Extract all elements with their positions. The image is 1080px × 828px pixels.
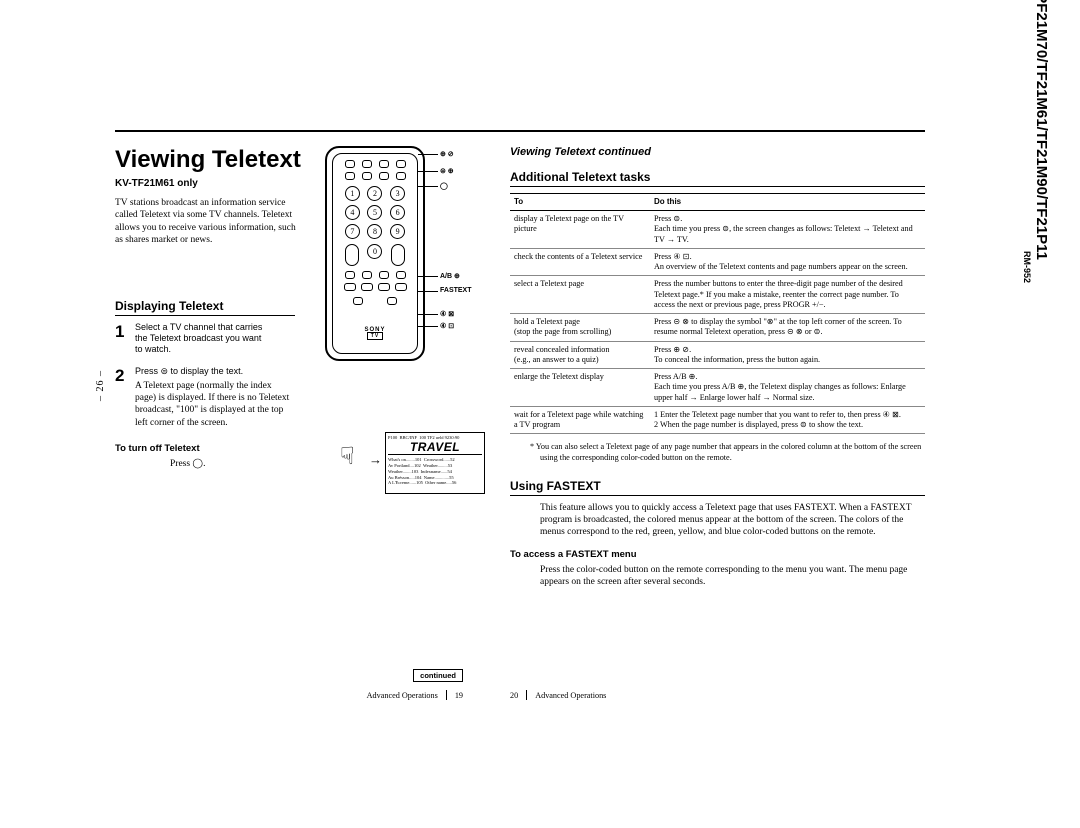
th-to: To (510, 194, 650, 211)
task-to-cell: check the contents of a Teletext service (510, 248, 650, 276)
task-to-cell: display a Teletext page on the TV pictur… (510, 211, 650, 249)
table-row: enlarge the Teletext displayPress A/B ⊕.… (510, 369, 925, 407)
footer-right: 20 Advanced Operations (510, 690, 606, 700)
table-row: hold a Teletext page (stop the page from… (510, 314, 925, 342)
table-row: reveal concealed information (e.g., an a… (510, 341, 925, 369)
spread-page-number: – 26 – (95, 370, 106, 401)
remote-diagram: 123 456 789 0 SONYTV (325, 146, 425, 361)
task-do-cell: 1 Enter the Teletext page number that yo… (650, 406, 925, 434)
page-spread: Viewing Teletext KV-TF21M61 only TV stat… (115, 130, 925, 700)
task-do-cell: Press ⊕ ⊘. To conceal the information, p… (650, 341, 925, 369)
remote-label-3: ◯ (440, 182, 448, 190)
access-fastext-body: Press the color-coded button on the remo… (510, 564, 925, 589)
footer-left: Advanced Operations 19 (367, 690, 463, 700)
tasks-table: To Do this display a Teletext page on th… (510, 193, 925, 434)
teletext-preview-box: P100 BBC/INF 100 TF2 ueld 9230:90 TRAVEL… (385, 432, 485, 494)
remote-label-6: ④ ⊠ (440, 310, 454, 318)
remote-label-7: ④ ⊡ (440, 322, 454, 330)
step-number: 2 (115, 366, 135, 429)
fastext-body: This feature allows you to quickly acces… (510, 502, 925, 539)
right-page: Viewing Teletext continued Additional Te… (485, 132, 925, 700)
table-row: select a Teletext pagePress the number b… (510, 276, 925, 314)
step-2-body: A Teletext page (normally the index page… (135, 380, 295, 429)
task-do-cell: Press ⊜. Each time you press ⊜, the scre… (650, 211, 925, 249)
left-page: Viewing Teletext KV-TF21M61 only TV stat… (115, 132, 485, 700)
arrow-right-icon: → (369, 452, 382, 468)
remote-label-4: A/B ⊕ (440, 272, 460, 280)
step-number: 1 (115, 322, 135, 357)
access-fastext-heading: To access a FASTEXT menu (510, 549, 925, 560)
task-do-cell: Press ⊝ ⊗ to display the symbol "⊗" at t… (650, 314, 925, 342)
task-to-cell: hold a Teletext page (stop the page from… (510, 314, 650, 342)
remote-label-2: ⊜ ⊕ (440, 167, 454, 175)
task-to-cell: select a Teletext page (510, 276, 650, 314)
travel-title: TRAVEL (388, 440, 482, 455)
footer-section: Advanced Operations (535, 691, 606, 700)
table-row: wait for a Teletext page while watching … (510, 406, 925, 434)
task-do-cell: Press ④ ⊡. An overview of the Teletext c… (650, 248, 925, 276)
task-to-cell: enlarge the Teletext display (510, 369, 650, 407)
footer-page-num: 20 (510, 691, 518, 700)
using-fastext-heading: Using FASTEXT (510, 479, 925, 496)
footer-page-num: 19 (455, 691, 463, 700)
task-do-cell: Press the number buttons to enter the th… (650, 276, 925, 314)
intro-paragraph: TV stations broadcast an information ser… (115, 197, 300, 246)
remote-model-side: RM-952 (1022, 251, 1032, 283)
step-2: 2 Press ⊜ to display the text. A Teletex… (115, 366, 460, 429)
additional-tasks-heading: Additional Teletext tasks (510, 170, 925, 187)
continued-heading: Viewing Teletext continued (510, 146, 925, 158)
footer-section: Advanced Operations (367, 691, 438, 700)
displaying-teletext-heading: Displaying Teletext (115, 299, 295, 316)
continued-marker: continued (413, 669, 463, 682)
table-row: check the contents of a Teletext service… (510, 248, 925, 276)
th-do: Do this (650, 194, 925, 211)
task-do-cell: Press A/B ⊕. Each time you press A/B ⊕, … (650, 369, 925, 407)
step-1-head: Select a TV channel that carries the Tel… (135, 322, 270, 354)
task-to-cell: reveal concealed information (e.g., an a… (510, 341, 650, 369)
remote-label-1: ⊕ ⊘ (440, 150, 454, 158)
hand-icon: ☟ (340, 442, 355, 471)
model-header-side: KV-PF21M70/TF21M61/TF21M90/TF21P11 (1033, 0, 1050, 260)
step-2-head: Press ⊜ to display the text. (135, 366, 270, 377)
remote-label-5: FASTEXT (440, 287, 472, 294)
footnote: * You can also select a Teletext page of… (510, 442, 925, 463)
task-to-cell: wait for a Teletext page while watching … (510, 406, 650, 434)
table-row: display a Teletext page on the TV pictur… (510, 211, 925, 249)
